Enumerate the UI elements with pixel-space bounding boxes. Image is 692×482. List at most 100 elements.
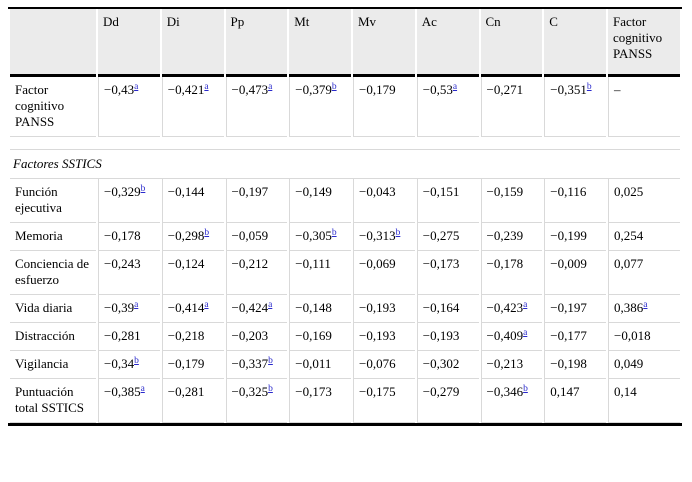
cell-value: −0,178 — [104, 228, 141, 243]
footnote-link[interactable]: b — [268, 356, 273, 366]
footnote-link[interactable]: b — [134, 356, 139, 366]
footnote-link[interactable]: b — [140, 184, 146, 194]
footnote-link[interactable]: b — [586, 82, 592, 92]
footnote-link[interactable]: a — [134, 300, 139, 310]
cell-value: −0,279 — [422, 384, 460, 399]
footnote-link[interactable]: a — [523, 328, 528, 338]
cell-value: 0,386 — [614, 300, 644, 315]
value-cell: −0,199 — [544, 223, 606, 251]
value-cell: −0,144 — [161, 179, 224, 223]
header-corner-cell — [10, 9, 96, 77]
value-cell: −0,043 — [353, 179, 415, 223]
footnote-link[interactable]: b — [204, 228, 210, 238]
footnote-link[interactable]: a — [204, 300, 209, 310]
value-cell: −0,379b — [289, 77, 351, 137]
column-header: Pp — [225, 9, 288, 77]
footnote-link[interactable]: a — [523, 300, 528, 310]
row-label: Conciencia de esfuerzo — [10, 251, 96, 295]
cell-value: −0,313 — [359, 228, 396, 243]
value-cell: −0,243 — [98, 251, 160, 295]
value-cell: −0,076 — [353, 351, 415, 379]
cell-value: −0,193 — [359, 328, 396, 343]
value-cell: −0,193 — [416, 323, 479, 351]
column-header: Di — [161, 9, 224, 77]
cell-value: −0,169 — [295, 328, 332, 343]
cell-value: −0,111 — [295, 256, 331, 271]
value-cell: −0,423a — [480, 295, 543, 323]
cell-value: −0,199 — [550, 228, 587, 243]
cell-value: – — [614, 82, 621, 97]
footnote-link[interactable]: a — [643, 300, 648, 310]
spacer-cell — [10, 137, 680, 150]
value-cell: 0,147 — [544, 379, 606, 423]
footnote-link[interactable]: a — [140, 384, 145, 394]
value-cell: −0,421a — [161, 77, 224, 137]
value-cell: −0,34b — [98, 351, 160, 379]
footnote-link[interactable]: a — [452, 82, 458, 92]
cell-value: −0,173 — [295, 384, 332, 399]
table-row: Función ejecutiva −0,329b −0,144 −0,197 −0,1… — [10, 179, 680, 223]
cell-value: −0,271 — [486, 82, 524, 97]
footnote-link[interactable]: a — [134, 82, 139, 92]
value-cell: −0,313b — [353, 223, 415, 251]
value-cell: −0,179 — [161, 351, 224, 379]
value-cell: −0,298b — [161, 223, 224, 251]
table-row: Memoria −0,178 −0,298b −0,059 −0,305b −0,313b… — [10, 223, 680, 251]
cell-value: −0,116 — [550, 184, 587, 199]
cell-value: −0,305 — [295, 228, 332, 243]
cell-value: −0,34 — [104, 356, 135, 371]
value-cell: −0,197 — [544, 295, 606, 323]
cell-value: −0,203 — [231, 328, 269, 343]
cell-value: −0,043 — [359, 184, 396, 199]
table-row: Puntuación total SSTICS −0,385a −0,281 −0,3… — [10, 379, 680, 423]
value-cell: −0,009 — [544, 251, 606, 295]
footnote-link[interactable]: b — [268, 384, 273, 394]
footnote-link[interactable]: b — [395, 228, 401, 238]
value-cell: −0,329b — [98, 179, 160, 223]
value-cell: −0,346b — [480, 379, 543, 423]
row-label: Memoria — [10, 223, 96, 251]
cell-value: −0,423 — [486, 300, 524, 315]
cell-value: −0,421 — [167, 82, 205, 97]
footnote-link[interactable]: b — [331, 82, 337, 92]
cell-value: −0,39 — [104, 300, 135, 315]
value-cell: −0,424a — [225, 295, 288, 323]
cell-value: −0,197 — [550, 300, 587, 315]
cell-value: −0,059 — [231, 228, 269, 243]
cell-value: −0,385 — [104, 384, 141, 399]
value-cell: −0,173 — [416, 251, 479, 295]
value-cell: −0,213 — [480, 351, 543, 379]
value-cell: −0,271 — [480, 77, 543, 137]
cell-value: 0,14 — [614, 384, 637, 399]
footnote-link[interactable]: a — [268, 82, 273, 92]
value-cell: −0,385a — [98, 379, 160, 423]
value-cell: 0,254 — [608, 223, 680, 251]
value-cell: −0,281 — [98, 323, 160, 351]
value-cell: −0,337b — [225, 351, 288, 379]
cell-value: −0,243 — [104, 256, 141, 271]
value-cell: −0,175 — [353, 379, 415, 423]
footnote-link[interactable]: b — [331, 228, 337, 238]
cell-value: −0,281 — [167, 384, 205, 399]
value-cell: −0,473a — [225, 77, 288, 137]
value-cell: −0,239 — [480, 223, 543, 251]
value-cell: −0,414a — [161, 295, 224, 323]
value-cell: −0,203 — [225, 323, 288, 351]
value-cell: −0,305b — [289, 223, 351, 251]
column-header: Factor cognitivo PANSS — [608, 9, 680, 77]
cell-value: −0,213 — [486, 356, 524, 371]
cell-value: −0,193 — [422, 328, 460, 343]
footnote-link[interactable]: b — [523, 384, 528, 394]
cell-value: −0,076 — [359, 356, 396, 371]
column-header: Mt — [289, 9, 351, 77]
value-cell: – — [608, 77, 680, 137]
cell-value: 0,049 — [614, 356, 644, 371]
value-cell: −0,193 — [353, 323, 415, 351]
value-cell: 0,077 — [608, 251, 680, 295]
footnote-link[interactable]: a — [268, 300, 273, 310]
cell-value: −0,151 — [422, 184, 460, 199]
footnote-link[interactable]: a — [204, 82, 209, 92]
column-header: C — [544, 9, 606, 77]
cell-value: 0,025 — [614, 184, 644, 199]
section-label: Factores SSTICS — [10, 150, 680, 179]
